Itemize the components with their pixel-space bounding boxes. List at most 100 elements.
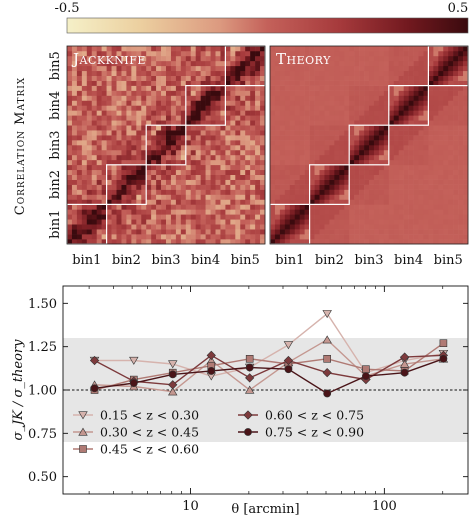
heatmap-cell xyxy=(106,50,112,57)
heatmap-cell xyxy=(195,90,201,96)
heatmap-cell xyxy=(314,120,320,126)
heatmap-cell xyxy=(195,145,201,151)
heatmap-cell xyxy=(200,169,206,175)
heatmap-cell xyxy=(151,219,157,225)
heatmap-cell xyxy=(423,46,429,52)
heatmap-cell xyxy=(418,159,424,166)
heatmap-cell xyxy=(175,46,182,52)
heatmap-cell xyxy=(67,164,73,171)
heatmap-cell xyxy=(438,145,444,151)
heatmap-cell xyxy=(433,90,439,96)
heatmap-cell xyxy=(423,125,429,131)
heatmap-cell xyxy=(388,149,395,156)
heatmap-cell xyxy=(91,140,97,146)
heatmap-cell xyxy=(151,140,157,146)
heatmap-cell xyxy=(225,105,231,111)
heatmap-cell xyxy=(230,189,236,195)
heatmap-cell xyxy=(81,125,88,131)
heatmap-cell xyxy=(349,199,355,205)
heatmap-cell xyxy=(388,209,395,215)
heatmap-cell xyxy=(225,219,231,225)
heatmap-cell xyxy=(106,80,112,86)
heatmap-cell xyxy=(274,130,281,136)
heatmap-cell xyxy=(364,224,370,230)
heatmap-cell xyxy=(423,219,429,225)
heatmap-cell xyxy=(205,174,211,180)
heatmap-cell xyxy=(339,85,345,91)
heatmap-cell xyxy=(334,75,340,81)
heatmap-cell xyxy=(205,110,211,116)
heatmap-cell xyxy=(230,214,236,220)
heatmap-cell xyxy=(428,135,434,141)
heatmap-cell xyxy=(458,179,464,185)
heatmap-cell xyxy=(175,204,182,210)
heatmap-cell xyxy=(324,55,330,62)
heatmap-cell xyxy=(339,145,345,151)
heatmap-cell xyxy=(314,174,320,180)
heatmap-cell xyxy=(190,189,196,195)
heatmap-cell xyxy=(393,145,399,151)
heatmap-cell xyxy=(240,110,246,116)
heatmap-cell xyxy=(378,120,385,126)
heatmap-cell xyxy=(324,125,330,131)
heatmap-cell xyxy=(175,174,182,180)
heatmap-cell xyxy=(319,174,325,180)
heatmap-cell xyxy=(146,50,152,57)
heatmap-cell xyxy=(319,46,325,52)
heatmap-cell xyxy=(101,50,107,57)
heatmap-cell xyxy=(274,105,281,111)
heatmap-cell xyxy=(314,105,320,111)
heatmap-cell xyxy=(136,219,142,225)
heatmap-cell xyxy=(156,70,162,76)
heatmap-cell xyxy=(175,224,182,230)
heatmap-cell xyxy=(230,55,236,62)
heatmap-cell xyxy=(161,140,167,146)
heatmap-cell xyxy=(166,184,172,190)
heatmap-cell xyxy=(304,149,310,156)
heatmap-cell xyxy=(304,80,310,86)
heatmap-cell xyxy=(299,75,305,81)
heatmap-cell xyxy=(200,50,206,57)
heatmap-cell xyxy=(329,189,335,195)
heatmap-cell xyxy=(393,199,399,205)
heatmap-cell xyxy=(111,169,117,175)
heatmap-cell xyxy=(270,164,276,171)
heatmap-cell xyxy=(438,55,444,62)
heatmap-cell xyxy=(443,204,449,210)
heatmap-cell xyxy=(255,239,261,245)
heatmap-cell xyxy=(156,130,162,136)
heatmap-cell xyxy=(230,169,236,175)
heatmap-cell xyxy=(408,135,414,141)
heatmap-cell xyxy=(240,80,246,86)
heatmap-cell xyxy=(453,100,459,106)
heatmap-cell xyxy=(299,229,305,235)
heatmap-cell xyxy=(359,80,365,86)
heatmap-cell xyxy=(170,159,177,166)
heatmap-cell xyxy=(220,140,226,146)
heatmap-cell xyxy=(433,154,439,161)
heatmap-cell xyxy=(180,110,187,116)
heatmap-cell xyxy=(284,219,291,225)
heatmap-cell xyxy=(364,60,370,67)
heatmap-cell xyxy=(364,219,370,225)
heatmap-cell xyxy=(413,135,419,141)
heatmap-cell xyxy=(443,194,449,200)
heatmap-cell xyxy=(250,50,256,57)
heatmap-cell xyxy=(369,50,375,57)
heatmap-cell xyxy=(428,154,434,161)
heatmap-cell xyxy=(349,90,355,96)
heatmap-cell xyxy=(383,149,390,156)
heatmap-cell xyxy=(76,159,83,166)
heatmap-cell xyxy=(67,169,73,175)
heatmap-cell xyxy=(195,189,201,195)
heatmap-cell xyxy=(151,159,157,166)
heatmap-cell xyxy=(373,135,380,141)
heatmap-cell xyxy=(136,234,142,240)
heatmap-cell xyxy=(146,184,152,190)
heatmap-cell xyxy=(175,159,182,166)
heatmap-cell xyxy=(398,60,404,67)
heatmap-cell xyxy=(131,75,137,81)
heatmap-cell xyxy=(324,164,330,171)
heatmap-cell xyxy=(373,164,380,171)
heatmap-cell xyxy=(205,219,211,225)
